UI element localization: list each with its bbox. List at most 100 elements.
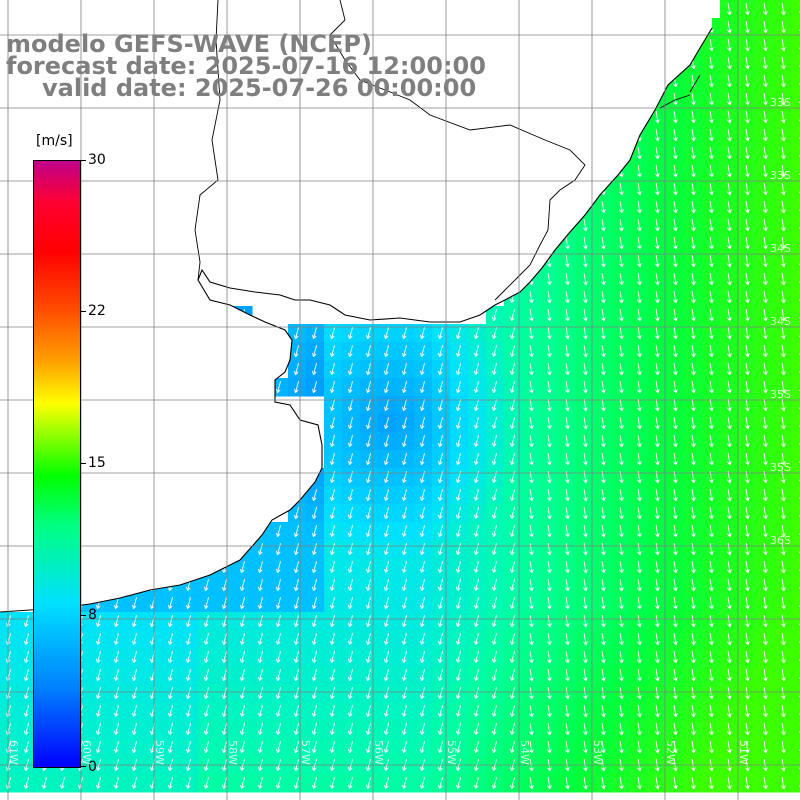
wind-arrow — [402, 633, 407, 646]
wind-arrow — [529, 380, 534, 394]
wind-arrow — [763, 524, 768, 538]
wind-arrow — [763, 686, 768, 700]
wind-arrow — [637, 776, 642, 790]
wind-arrow — [438, 777, 443, 790]
wind-arrow — [384, 543, 389, 556]
wind-arrow — [312, 705, 317, 718]
wind-arrow — [420, 327, 425, 340]
wind-arrow — [691, 128, 696, 142]
wind-arrow — [438, 525, 443, 538]
wind-arrow — [258, 687, 263, 700]
wind-arrow — [637, 578, 642, 592]
wind-arrow — [691, 632, 696, 646]
wind-arrow — [510, 345, 515, 358]
wind-arrow — [673, 704, 678, 718]
wind-arrow — [330, 597, 335, 610]
wind-arrow — [601, 200, 606, 214]
wind-arrow — [204, 651, 209, 664]
wind-arrow — [24, 741, 29, 754]
wind-arrow — [204, 723, 209, 736]
wind-arrow — [727, 740, 732, 754]
wind-arrow — [763, 596, 768, 610]
wind-arrow — [348, 633, 353, 646]
wind-arrow — [673, 308, 678, 322]
wind-arrow — [529, 740, 534, 754]
wind-arrow — [384, 525, 389, 538]
wind-arrow — [438, 705, 443, 718]
wind-arrow — [583, 578, 588, 592]
wind-arrow — [709, 218, 714, 232]
wind-arrow — [294, 651, 299, 664]
wind-arrow — [492, 399, 497, 412]
wind-arrow — [691, 182, 696, 196]
wind-arrow — [781, 56, 786, 70]
wind-arrow — [565, 578, 570, 592]
wind-arrow — [601, 272, 606, 286]
wind-arrow — [637, 650, 642, 664]
wind-arrow — [330, 345, 335, 358]
wind-arrow — [456, 597, 461, 610]
wind-arrow — [709, 200, 714, 214]
wind-arrow — [330, 381, 335, 394]
wind-arrow — [186, 687, 191, 700]
wind-arrow — [565, 344, 570, 358]
wind-arrow — [529, 416, 534, 430]
wind-arrow — [583, 326, 588, 340]
wind-arrow — [565, 560, 570, 574]
wind-arrow — [420, 705, 425, 718]
latitude-label: 35S — [770, 461, 791, 474]
wind-arrow — [781, 668, 786, 682]
wind-arrow — [673, 128, 678, 142]
longitude-label: 59W — [153, 740, 166, 765]
wind-arrow — [727, 2, 732, 16]
wind-arrow — [763, 200, 768, 214]
wind-arrow — [402, 669, 407, 682]
wind-arrow — [763, 650, 768, 664]
wind-arrow — [691, 650, 696, 664]
wind-arrow — [763, 362, 768, 376]
wind-arrow — [204, 633, 209, 646]
wind-arrow — [384, 363, 389, 376]
wind-speed-cell — [792, 630, 800, 649]
wind-arrow — [709, 452, 714, 466]
wind-arrow — [619, 326, 624, 340]
wind-arrow — [709, 668, 714, 682]
wind-speed-cell — [792, 162, 800, 181]
wind-arrow — [673, 722, 678, 736]
wind-arrow — [781, 110, 786, 124]
wind-arrow — [456, 435, 461, 448]
wind-arrow — [637, 722, 642, 736]
wind-arrow — [601, 290, 606, 304]
wind-arrow — [655, 560, 660, 574]
wind-speed-cell — [792, 36, 800, 55]
wind-arrow — [727, 290, 732, 304]
wind-arrow — [673, 632, 678, 646]
wind-arrow — [312, 723, 317, 736]
wind-speed-cell — [792, 126, 800, 145]
wind-arrow — [781, 488, 786, 502]
valid-date: valid date: 2025-07-26 00:00:00 — [42, 74, 477, 102]
wind-arrow — [402, 453, 407, 466]
wind-arrow — [240, 579, 245, 592]
latitude-label: 35S — [770, 388, 791, 401]
wind-arrow — [781, 74, 786, 88]
wind-arrow — [348, 507, 353, 520]
wind-arrow — [438, 741, 443, 754]
wind-arrow — [330, 489, 335, 502]
wind-arrow — [727, 668, 732, 682]
wind-arrow — [492, 363, 497, 376]
wind-arrow — [438, 417, 443, 430]
wind-arrow — [727, 344, 732, 358]
wind-arrow — [24, 777, 29, 790]
wind-arrow — [420, 687, 425, 700]
wind-arrow — [727, 38, 732, 52]
wind-arrow — [709, 578, 714, 592]
wind-arrow — [745, 416, 750, 430]
wind-arrow — [420, 777, 425, 790]
wind-arrow — [474, 417, 479, 430]
wind-arrow — [691, 506, 696, 520]
wind-arrow — [691, 452, 696, 466]
wind-direction-arrows — [6, 2, 800, 790]
wind-arrow — [709, 308, 714, 322]
wind-arrow — [204, 615, 209, 628]
